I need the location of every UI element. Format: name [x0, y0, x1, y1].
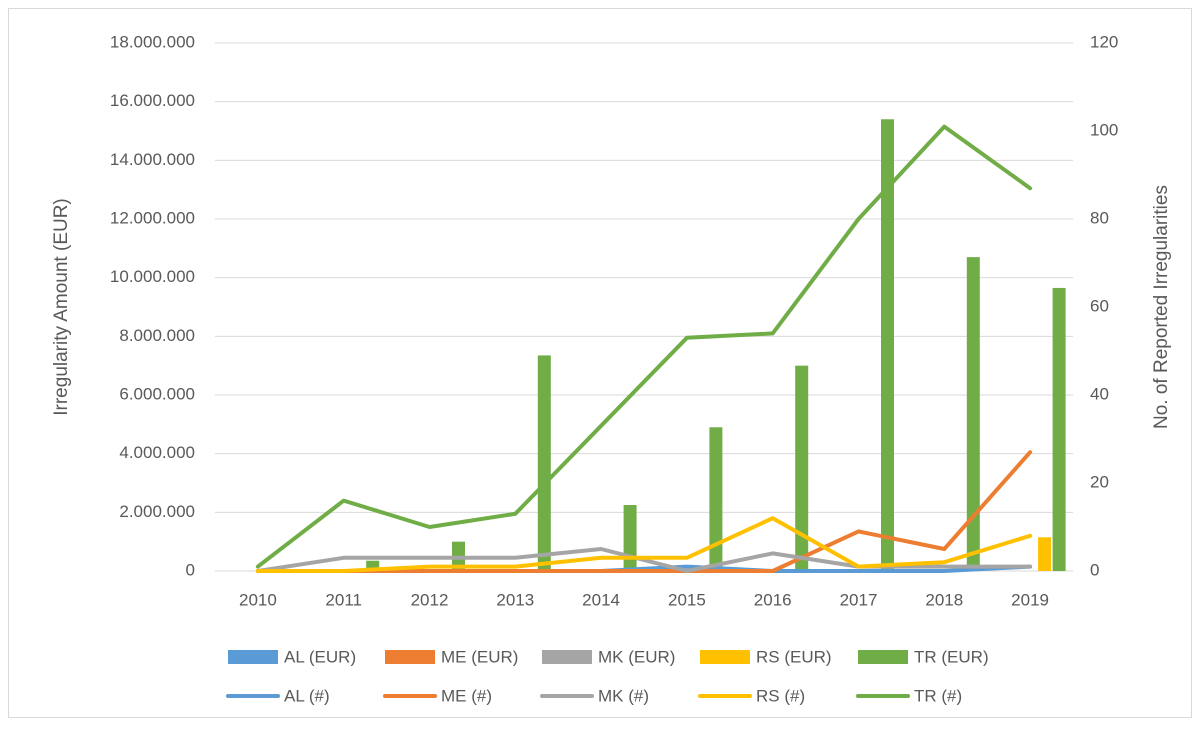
- x-tick-label: 2017: [840, 590, 878, 609]
- legend-label: MK (#): [598, 686, 649, 705]
- bar: [709, 427, 723, 571]
- bar: [1038, 537, 1052, 571]
- x-tick-label: 2013: [496, 590, 534, 609]
- legend-label: TR (EUR): [914, 647, 989, 666]
- y-tick-label: 0: [186, 560, 195, 579]
- legend-label: AL (EUR): [284, 647, 356, 666]
- bar: [881, 119, 894, 572]
- y-tick-label: 18.000.000: [110, 32, 195, 51]
- y2-tick-label: 100: [1090, 120, 1118, 139]
- y-tick-label: 8.000.000: [119, 326, 195, 345]
- x-tick-label: 2010: [239, 590, 277, 609]
- legend-swatch: [542, 650, 592, 664]
- y-tick-label: 16.000.000: [110, 91, 195, 110]
- y2-tick-label: 60: [1090, 296, 1109, 315]
- line-series: [255, 516, 1033, 573]
- y-tick-label: 12.000.000: [110, 208, 195, 227]
- bar: [1052, 287, 1066, 571]
- y-axis-label: Irregularity Amount (EUR): [51, 198, 72, 416]
- y2-tick-label: 0: [1090, 560, 1099, 579]
- x-tick-label: 2015: [668, 590, 706, 609]
- y2-tick-label: 80: [1090, 208, 1109, 227]
- bar: [795, 365, 809, 571]
- legend-label: ME (#): [441, 686, 492, 705]
- legend-label: RS (#): [756, 686, 805, 705]
- y-tick-label: 6.000.000: [119, 384, 195, 403]
- legend-swatch: [700, 650, 750, 664]
- chart-border: [8, 8, 1192, 718]
- x-tick-label: 2018: [925, 590, 963, 609]
- y2-tick-label: 40: [1090, 384, 1109, 403]
- legend-swatch: [858, 650, 908, 664]
- x-tick-label: 2019: [1011, 590, 1049, 609]
- line-series: [255, 547, 1033, 573]
- y-tick-label: 2.000.000: [119, 502, 195, 521]
- y2-tick-label: 120: [1090, 32, 1118, 51]
- legend-label: MK (EUR): [598, 647, 675, 666]
- legend-swatch: [228, 650, 278, 664]
- y2-tick-label: 20: [1090, 472, 1109, 491]
- legend-swatch: [385, 650, 435, 664]
- line-series: [255, 450, 1033, 573]
- legend-label: AL (#): [284, 686, 330, 705]
- bar: [623, 505, 637, 571]
- legend-label: ME (EUR): [441, 647, 518, 666]
- line-series: [255, 124, 1033, 569]
- legend-label: TR (#): [914, 686, 962, 705]
- bar: [966, 257, 980, 571]
- y-tick-label: 10.000.000: [110, 267, 195, 286]
- bar: [366, 560, 380, 571]
- y2-axis-label: No. of Reported Irregularities: [1151, 185, 1172, 429]
- y-tick-label: 14.000.000: [110, 150, 195, 169]
- y-tick-label: 4.000.000: [119, 443, 195, 462]
- legend-label: RS (EUR): [756, 647, 832, 666]
- x-tick-label: 2011: [325, 590, 362, 609]
- x-tick-label: 2014: [582, 590, 620, 609]
- x-tick-label: 2012: [411, 590, 449, 609]
- x-tick-label: 2016: [754, 590, 792, 609]
- bar: [537, 355, 551, 571]
